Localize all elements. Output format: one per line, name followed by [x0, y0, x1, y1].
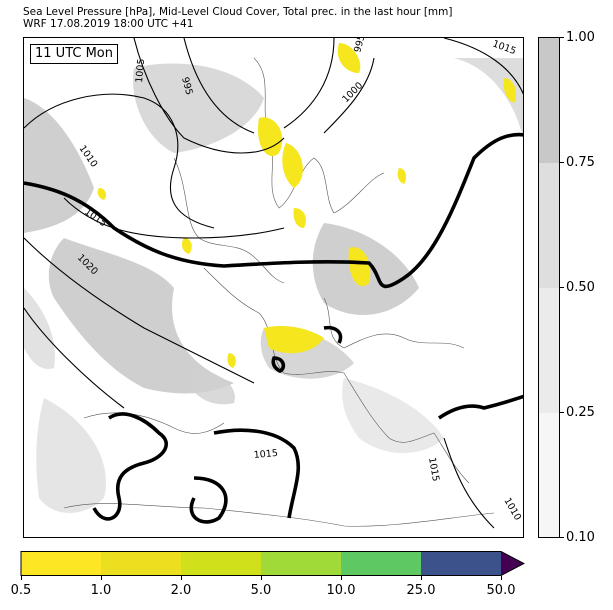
- time-label: 11 UTC Mon: [30, 44, 118, 64]
- cloud-cover-colorbar: [538, 37, 560, 538]
- title-line-1: Sea Level Pressure [hPa], Mid-Level Clou…: [23, 6, 453, 18]
- isobar-label: 1015: [426, 457, 441, 483]
- cloud-colorbar-segment: [539, 163, 559, 288]
- precip-tick-mark: [501, 576, 502, 580]
- precip-tick-mark: [421, 576, 422, 580]
- precip-tick-label: 25.0: [406, 583, 436, 598]
- cloud-tick-label: 1.00: [566, 30, 595, 45]
- precip-colorbar-segment: [341, 551, 421, 576]
- precip-colorbar-segment: [181, 551, 261, 576]
- precip-tick-label: 50.0: [486, 583, 516, 598]
- map-canvas: 1005 995 995 1000 1015 1010 1015 1020 10…: [24, 38, 523, 529]
- cloud-tick-mark: [560, 37, 564, 38]
- precip-tick-label: 10.0: [326, 583, 356, 598]
- precip-colorbar-outline: [20, 551, 526, 576]
- precip-colorbar-segment: [101, 551, 181, 576]
- cloud-colorbar-segment: [539, 288, 559, 413]
- isobar-layer: [24, 38, 523, 529]
- precip-tick-label: 0.5: [10, 583, 32, 598]
- isobar-label: 995: [352, 38, 367, 54]
- cloud-colorbar-segment: [539, 38, 559, 163]
- chart-title: Sea Level Pressure [hPa], Mid-Level Clou…: [23, 6, 453, 30]
- precip-tick-label: 1.0: [90, 583, 112, 598]
- cloud-tick-label: 0.50: [566, 280, 595, 295]
- precip-tick-mark: [341, 576, 342, 580]
- precipitation-colorbar: [20, 551, 526, 576]
- isobar-label: 995: [179, 76, 194, 96]
- precip-tick-mark: [181, 576, 182, 580]
- isobar-label: 1005: [134, 58, 147, 83]
- isobar-label: 1010: [501, 496, 523, 522]
- cloud-tick-mark: [560, 412, 564, 413]
- cloud-tick-mark: [560, 162, 564, 163]
- cloud-tick-mark: [560, 287, 564, 288]
- precip-tick-label: 2.0: [170, 583, 192, 598]
- cloud-colorbar-segment: [539, 413, 559, 537]
- precip-colorbar-extend-arrow: [501, 551, 524, 576]
- precip-colorbar-segment: [421, 551, 501, 576]
- cloud-tick-label: 0.75: [566, 155, 595, 170]
- precipitation-layer: [97, 43, 516, 368]
- cloud-tick-label: 0.25: [566, 405, 595, 420]
- isobar-label: 1015: [491, 38, 517, 57]
- title-line-2: WRF 17.08.2019 18:00 UTC +41: [23, 18, 194, 30]
- isobar-1015-bold: [24, 132, 523, 524]
- precip-tick-mark: [101, 576, 102, 580]
- precip-tick-mark: [21, 576, 22, 580]
- cloud-tick-label: 0.10: [566, 530, 595, 545]
- precip-colorbar-fill: [20, 551, 526, 576]
- cloud-tick-mark: [560, 537, 564, 538]
- cloud-colorbar-fill: [539, 38, 559, 537]
- precip-tick-mark: [261, 576, 262, 580]
- precip-colorbar-segment: [21, 551, 101, 576]
- precip-colorbar-segment: [261, 551, 341, 576]
- weather-map: 1005 995 995 1000 1015 1010 1015 1020 10…: [23, 37, 524, 538]
- precip-tick-label: 5.0: [250, 583, 272, 598]
- isobar-label: 1015: [253, 448, 278, 461]
